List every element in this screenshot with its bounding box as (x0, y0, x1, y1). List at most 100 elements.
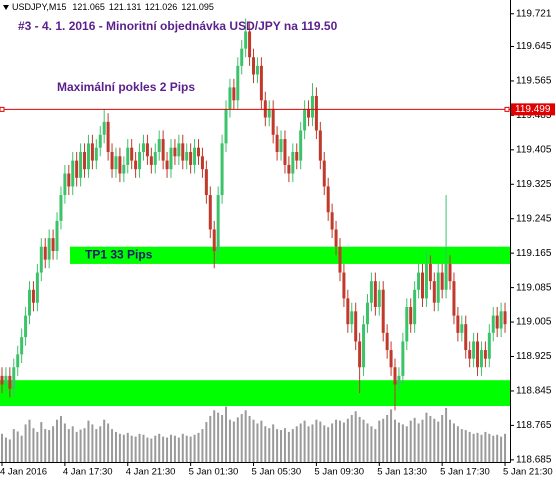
candle-body (141, 143, 145, 152)
candle-body (342, 272, 346, 299)
volume-bar (103, 419, 106, 462)
candle-body (43, 246, 47, 260)
volume-bar (342, 422, 345, 462)
candle-body (452, 281, 456, 316)
candle-body (468, 350, 472, 359)
volume-bar (425, 412, 428, 462)
volume-bar (232, 421, 235, 462)
volume-bar (75, 431, 78, 462)
candle-body (483, 350, 487, 359)
volume-bar (142, 434, 145, 462)
volume-bar (166, 437, 169, 462)
volume-bar (107, 423, 110, 462)
candle-body (79, 151, 83, 178)
volume-bar (480, 434, 483, 462)
candle-body (476, 341, 480, 368)
candle-body (326, 186, 330, 213)
candle-body (197, 147, 200, 157)
candle-body (31, 289, 35, 303)
volume-bar (374, 429, 377, 462)
candle-body (421, 272, 425, 299)
candle-body (303, 108, 307, 131)
volume-bar (8, 439, 11, 462)
candle-body (377, 289, 381, 307)
candle-body (346, 298, 350, 325)
candle-body (417, 272, 421, 290)
volume-bar (99, 426, 102, 462)
volume-bar (16, 431, 19, 462)
x-tick-label: 5 Jan 13:30 (377, 467, 427, 478)
volume-bar (264, 426, 267, 462)
candle-body (126, 147, 130, 165)
volume-bar (331, 423, 334, 462)
candle-body (47, 238, 51, 260)
candle-body (460, 324, 464, 333)
volume-bar (213, 410, 216, 462)
volume-bar (32, 428, 35, 462)
y-tick-label: 119.165 (516, 248, 552, 259)
candle-body (401, 341, 405, 376)
volume-bar (421, 419, 424, 462)
candle-body (393, 367, 397, 385)
volume-bar (126, 432, 129, 462)
volume-bar (350, 415, 353, 462)
candle-body (138, 151, 142, 170)
candle-body (373, 281, 377, 307)
volume-bar (260, 420, 263, 462)
candle-body (283, 139, 287, 165)
candle-body (240, 48, 244, 66)
volume-bar (464, 430, 467, 462)
volume-bar (252, 419, 255, 462)
candle-body (252, 57, 256, 75)
volume-bar (91, 424, 94, 462)
volume-bar (40, 422, 43, 462)
candle-body (165, 160, 169, 170)
volume-bar (452, 423, 455, 462)
header-high: 121.131 (109, 2, 142, 12)
candle-body (86, 143, 90, 170)
candle-body (279, 139, 283, 152)
candle-body (0, 375, 4, 385)
header-low: 121.026 (145, 2, 178, 12)
candle-body (224, 108, 228, 144)
candle-body (157, 139, 161, 152)
candle-body (134, 160, 138, 170)
candle-body (244, 31, 248, 49)
y-tick-label: 119.005 (516, 317, 552, 328)
volume-bar (181, 433, 184, 462)
volume-bar (193, 434, 196, 462)
candle-body (381, 289, 385, 333)
dropdown-icon[interactable] (3, 5, 9, 10)
volume-bar (1, 433, 3, 462)
candle-body (275, 134, 279, 152)
volume-bar (276, 429, 279, 462)
volume-bar (311, 424, 314, 462)
candle-body (220, 143, 224, 196)
candle-body (173, 147, 177, 157)
y-tick-label: 119.245 (516, 213, 552, 224)
volume-bar (319, 421, 322, 462)
candle-body (59, 195, 63, 221)
candle-body (51, 238, 55, 252)
volume-bar (146, 437, 149, 462)
volume-bar (205, 422, 208, 462)
volume-bar (484, 431, 487, 462)
y-tick-label: 119.485 (516, 110, 552, 121)
candle-body (267, 108, 271, 118)
volume-bar (338, 420, 341, 462)
volume-bar (504, 433, 507, 462)
volume-bar (413, 417, 416, 462)
volume-bar (228, 419, 231, 462)
volume-bar (405, 426, 408, 462)
candle-body (385, 332, 389, 351)
volume-bar (240, 414, 243, 462)
target-zone (70, 246, 510, 264)
target-zone (0, 380, 510, 407)
y-tick-label: 119.085 (516, 282, 552, 293)
volume-bar (236, 417, 239, 462)
candle-body (456, 315, 460, 333)
volume-bar (295, 426, 298, 462)
candle-body (16, 354, 20, 368)
x-tick-label: 4 Jan 2016 (0, 467, 47, 478)
volume-bar (177, 437, 180, 462)
